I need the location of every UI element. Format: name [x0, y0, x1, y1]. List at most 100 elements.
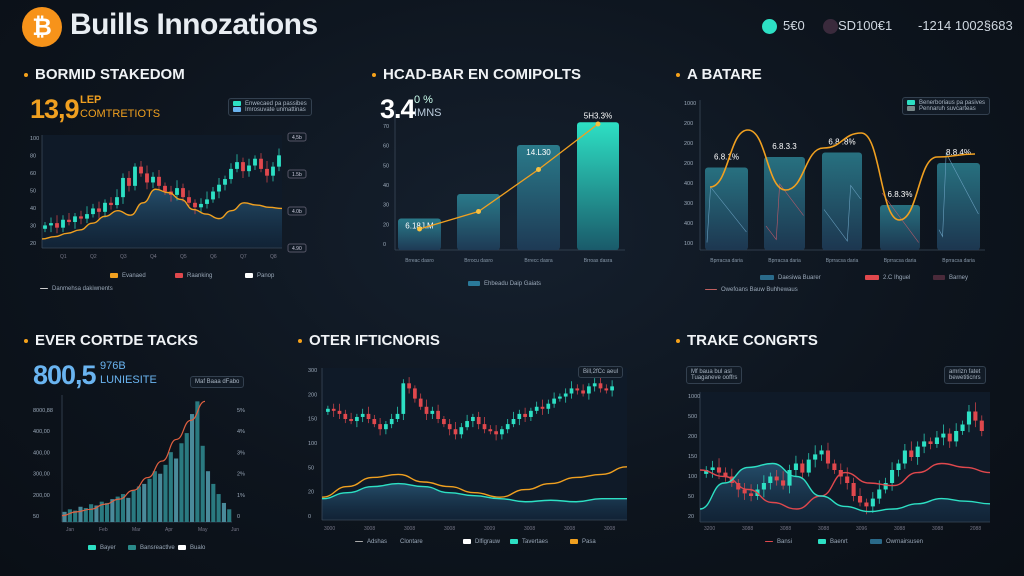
candle: [424, 406, 429, 414]
candle: [558, 396, 562, 399]
candle: [378, 424, 382, 430]
bar-label: 6.8.3.3: [772, 142, 797, 151]
legend-entry: Bualo: [178, 545, 205, 551]
y-tick-label: 20: [30, 241, 36, 247]
x-tick-label: 2088: [970, 526, 981, 532]
x-tick-label: Bprracsa daria: [768, 258, 801, 264]
bar: [168, 452, 173, 522]
candle: [736, 483, 741, 490]
x-tick-label: Q8: [270, 254, 277, 260]
candle: [494, 431, 498, 435]
candle: [413, 388, 417, 399]
x-tick-label: Q7: [240, 254, 247, 260]
x-tick-label: 3096: [856, 526, 867, 532]
y-tick-label: 100: [688, 474, 697, 480]
bar: [136, 486, 141, 522]
series-line: [41, 188, 283, 240]
panel-unit: 976B: [100, 360, 126, 372]
candle: [91, 208, 95, 215]
candle: [447, 424, 452, 430]
x-tick-label: Jun: [231, 527, 239, 533]
candle: [360, 413, 365, 417]
candle: [343, 413, 348, 419]
bar: [221, 502, 226, 522]
candle: [883, 483, 888, 490]
trend-point: [536, 167, 541, 172]
panel-value: 13,9: [30, 94, 80, 124]
legend-box: Benerboriaus pa pasives Pennaruh suvcarte…: [902, 97, 991, 116]
x-tick-label: Brroas dasra: [584, 258, 613, 264]
candle: [716, 467, 722, 473]
candle: [253, 158, 257, 166]
bar: [142, 483, 147, 522]
candle: [459, 427, 464, 435]
bar: [577, 122, 619, 250]
bar: [195, 401, 200, 522]
candle: [235, 162, 239, 169]
bar: [78, 506, 83, 522]
area-fill: [42, 189, 282, 248]
candle: [934, 437, 939, 444]
candle: [877, 489, 882, 499]
bar: [110, 499, 115, 522]
trend-point: [417, 226, 422, 232]
y-tick-label: 100: [684, 241, 693, 247]
axis-badge: [287, 206, 307, 216]
y-tick-label: 300: [308, 368, 317, 374]
legend-entry: Adshas: [355, 539, 387, 545]
y-tick-label: 2%: [237, 472, 245, 478]
bar: [94, 505, 99, 522]
bar: [73, 510, 78, 522]
bar: [705, 167, 748, 250]
legend-entry: 2.C Ihguel: [865, 275, 910, 281]
legend-entry: Bayer: [88, 545, 116, 551]
y-tick-label: 300,00: [33, 472, 50, 478]
candle: [569, 388, 574, 394]
x-tick-label: Q3: [120, 254, 127, 260]
series-line-teal: [699, 462, 991, 513]
candle: [247, 165, 251, 172]
y-tick-label: 1000: [684, 101, 696, 107]
candle: [418, 398, 423, 407]
y-tick-label: 60: [383, 144, 389, 150]
bar: [115, 496, 120, 522]
y-tick-label: 400: [684, 221, 693, 227]
legend-entry: bewetiticnrs: [949, 375, 981, 381]
bar: [99, 501, 104, 522]
candle: [511, 419, 516, 425]
candle: [941, 433, 946, 438]
legend-entry: Dlfigrauw: [463, 539, 500, 545]
candle: [187, 197, 191, 203]
x-tick-label: 3088: [932, 526, 943, 532]
candle: [500, 429, 504, 435]
y-tick-label: 40: [383, 183, 389, 189]
candle: [581, 390, 585, 394]
candle: [604, 388, 609, 391]
candle: [259, 158, 263, 169]
candle: [529, 410, 533, 417]
candle: [864, 502, 869, 507]
status-dot-purple-icon: [823, 19, 838, 34]
candle: [979, 420, 984, 431]
x-tick-label: 3009: [484, 526, 495, 532]
candle: [909, 450, 914, 457]
candle: [163, 185, 167, 192]
candle: [870, 498, 875, 507]
x-tick-label: Q1: [60, 254, 67, 260]
candle: [928, 441, 933, 444]
y-tick-label: 200,00: [33, 493, 50, 499]
axis-badge-label: 1.5b: [292, 172, 302, 178]
candle: [127, 177, 131, 186]
candle: [851, 483, 856, 496]
candle: [902, 450, 907, 464]
y-tick-label: 0: [308, 514, 311, 520]
bar-sparkline: [706, 186, 747, 243]
y-tick-label: 1%: [237, 493, 245, 499]
candle: [355, 416, 359, 422]
candle: [793, 463, 798, 470]
candle: [103, 202, 107, 212]
candle: [277, 155, 281, 167]
bitcoin-logo-icon: ₿: [22, 7, 62, 47]
header-stat-1: 5€0: [783, 18, 805, 33]
bar: [179, 443, 184, 522]
